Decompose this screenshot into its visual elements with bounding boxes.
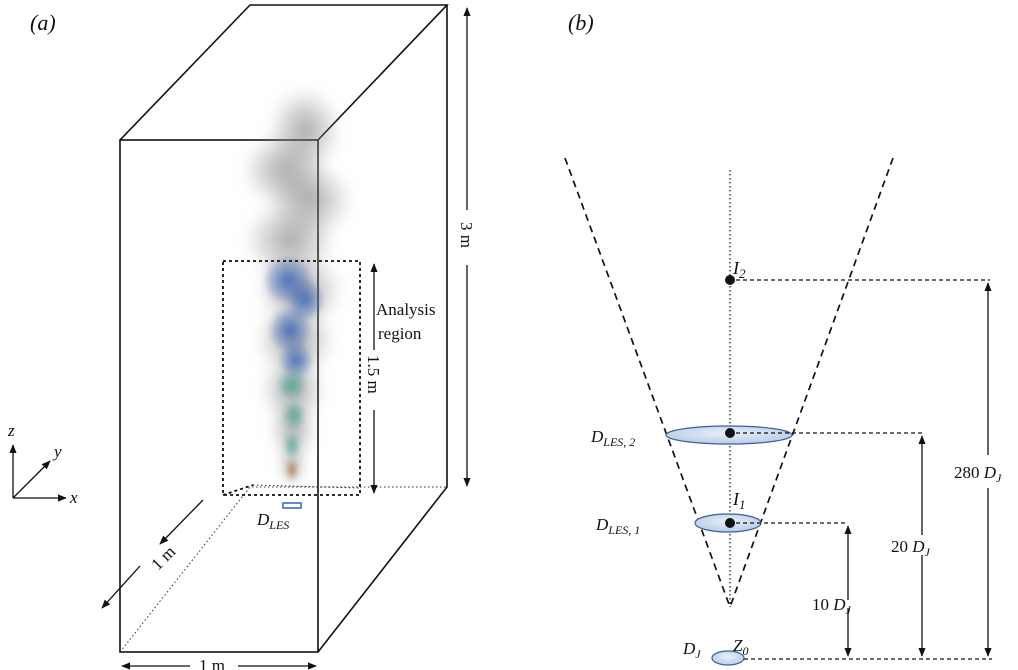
label-D-les-1: DLES, 1 bbox=[595, 515, 640, 537]
analysis-region-label-line1: Analysis bbox=[376, 300, 436, 319]
coordinate-axes-icon bbox=[9, 444, 67, 502]
cone-left-edge bbox=[564, 157, 731, 608]
label-D-les-2: DLES, 2 bbox=[590, 427, 635, 449]
analysis-region-label-line2: region bbox=[378, 324, 422, 343]
label-D-j: DJ bbox=[682, 639, 701, 661]
dim-280-label: 280 DJ bbox=[954, 463, 1002, 485]
label-I1: I1 bbox=[732, 489, 746, 512]
dim-10-label: 10 DJ bbox=[812, 595, 852, 617]
axis-z-label: z bbox=[7, 421, 15, 440]
depth-arrow-lower bbox=[101, 565, 141, 609]
dim-20-label: 20 DJ bbox=[891, 537, 931, 559]
label-I2: I2 bbox=[732, 258, 746, 281]
depth-label: 1 m bbox=[147, 542, 179, 574]
region-height-label: 1.5 m bbox=[364, 355, 383, 394]
nozzle-icon bbox=[282, 502, 302, 509]
plume bbox=[240, 85, 355, 487]
axis-x-label: x bbox=[69, 488, 78, 507]
disk-jet bbox=[711, 650, 745, 666]
analysis-region bbox=[222, 260, 361, 496]
height-label: 3 m bbox=[457, 222, 476, 248]
depth-arrow-upper bbox=[159, 499, 204, 545]
point-I2 bbox=[725, 275, 735, 285]
panel-b-label: (b) bbox=[568, 10, 594, 35]
point-les2-center bbox=[725, 428, 735, 438]
width-label: 1 m bbox=[199, 656, 225, 670]
point-I1 bbox=[725, 518, 735, 528]
box-top-face bbox=[119, 4, 449, 141]
box-hidden-edges bbox=[119, 486, 447, 653]
analysis-region-box bbox=[222, 260, 361, 496]
analysis-region-side bbox=[222, 484, 254, 496]
cone-right-edge bbox=[729, 157, 894, 608]
axis-y-label: y bbox=[52, 442, 62, 461]
nozzle-label: DLES bbox=[256, 510, 289, 532]
label-Z0: Z0 bbox=[733, 636, 748, 658]
box-right-edge bbox=[317, 5, 448, 653]
panel-a-label: (a) bbox=[30, 10, 56, 35]
